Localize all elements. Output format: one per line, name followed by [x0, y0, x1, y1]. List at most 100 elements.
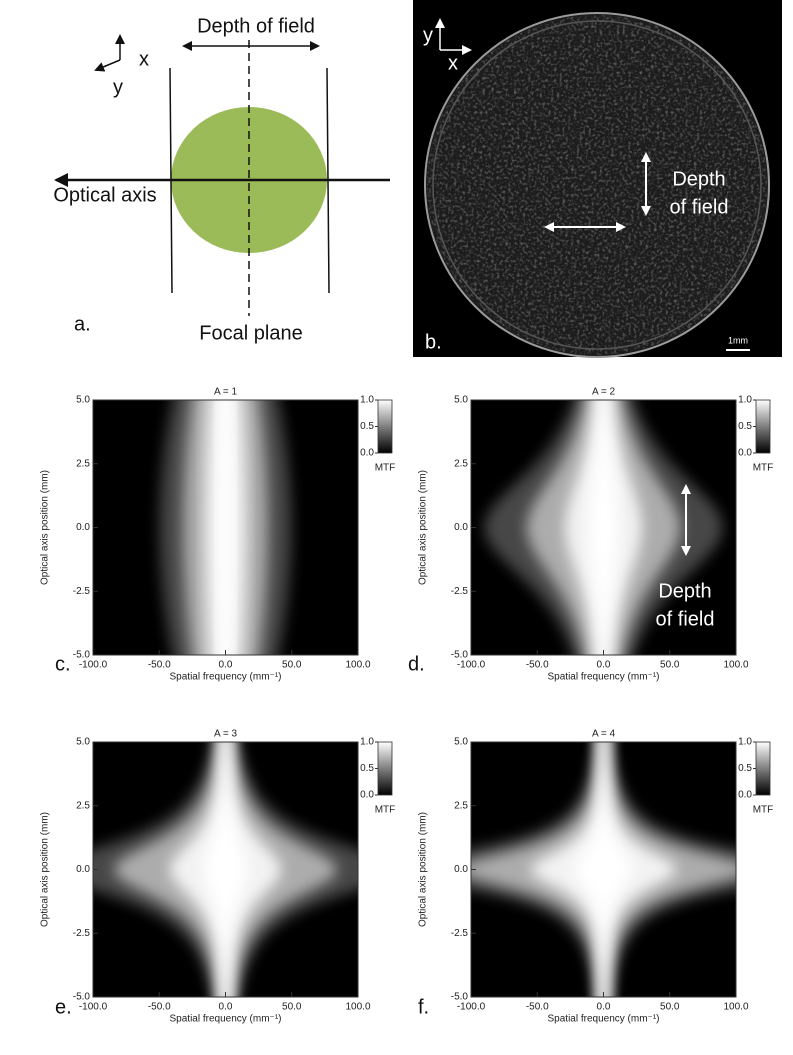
mtf-panel: A = 4 -100.0 -50.0 0.0 50.0 100.0 -5.0 -2.5 0.0 2… [418, 729, 774, 1025]
y-tick-label: -2.5 [451, 586, 469, 597]
depth-label: Depth of field [197, 15, 315, 37]
mtf-band [588, 400, 619, 655]
panel-label: c. [55, 653, 71, 675]
panel-label: f. [418, 996, 429, 1018]
x-tick-label: 100.0 [723, 660, 748, 671]
mtf-band [574, 742, 633, 997]
y-tick-label: 2.5 [76, 458, 90, 469]
x-tick-label: -100.0 [457, 660, 486, 671]
depth-label: of field [656, 608, 715, 630]
optical-axis-label: Optical axis [53, 184, 156, 206]
rim [432, 20, 762, 350]
x-axis-label: Spatial frequency (mm⁻¹) [548, 672, 660, 683]
colorbar [755, 741, 771, 796]
x-tick-label: 0.0 [597, 1002, 611, 1013]
y-axis-label: Optical axis position (mm) [40, 470, 51, 585]
y-tick-label: -5.0 [73, 650, 91, 661]
colorbar-tick-label: 1.0 [360, 737, 374, 748]
colorbar-tick-label: 0.5 [360, 421, 374, 432]
axis-y: y [423, 24, 433, 46]
colorbar-tick-label: 0.0 [738, 448, 752, 459]
x-tick-label: -50.0 [526, 660, 549, 671]
x-tick-label: 50.0 [282, 1002, 302, 1013]
mtf-map [484, 400, 723, 655]
y-tick-label: 5.0 [454, 737, 468, 748]
colorbar [377, 399, 393, 454]
depth-label: of field [670, 196, 729, 218]
colorbar-tick-label: 0.5 [738, 421, 752, 432]
mtf-panel: A = 1 -100.0 -50.0 0.0 50.0 100.0 -5.0 -2.5 0.0 2… [40, 387, 396, 683]
panel-label: e. [55, 996, 72, 1018]
colorbar-tick-label: 0.5 [738, 763, 752, 774]
colorbar-tick-label: 0.5 [360, 763, 374, 774]
panel-label: d. [408, 653, 425, 675]
colorbar-tick-label: 0.0 [360, 790, 374, 801]
x-tick-label: 50.0 [660, 1002, 680, 1013]
y-axis-label: Optical axis position (mm) [418, 470, 429, 585]
x-tick-label: -50.0 [526, 1002, 549, 1013]
y-tick-label: 2.5 [454, 800, 468, 811]
x-tick-label: 0.0 [219, 1002, 233, 1013]
x-tick-label: -50.0 [148, 1002, 171, 1013]
colorbar-tick-label: 0.0 [738, 790, 752, 801]
panel-label: a. [74, 313, 91, 335]
mtf-map [93, 742, 358, 997]
scale-label: 1mm [728, 335, 748, 345]
axis-y: y [113, 76, 123, 98]
focal-plane-label: Focal plane [199, 322, 302, 344]
axis-x: x [139, 48, 149, 70]
texture [427, 15, 767, 355]
y-tick-label: 0.0 [454, 522, 468, 533]
plot-title: A = 1 [214, 387, 238, 398]
y-tick-label: 5.0 [454, 395, 468, 406]
axis-arrow [94, 59, 121, 72]
panel-b: y x Depth of field 1mm b. [413, 0, 782, 358]
colorbar-label: MTF [753, 463, 774, 474]
y-axis-label: Optical axis position (mm) [418, 812, 429, 927]
plot-title: A = 2 [592, 387, 616, 398]
y-tick-label: 0.0 [76, 864, 90, 875]
mtf-map [159, 400, 292, 655]
y-tick-label: 2.5 [76, 800, 90, 811]
axis-x: x [448, 52, 458, 74]
colorbar-tick-label: 1.0 [360, 395, 374, 406]
x-tick-label: -100.0 [79, 660, 108, 671]
x-axis-label: Spatial frequency (mm⁻¹) [548, 1014, 660, 1025]
depth-label: Depth [672, 168, 725, 190]
plot-title: A = 3 [214, 729, 238, 740]
y-tick-label: 0.0 [454, 864, 468, 875]
colorbar-label: MTF [375, 805, 396, 816]
y-tick-label: -5.0 [451, 992, 469, 1003]
x-tick-label: 50.0 [282, 660, 302, 671]
plot-title: A = 4 [592, 729, 616, 740]
x-tick-label: 100.0 [345, 660, 370, 671]
colorbar-label: MTF [375, 463, 396, 474]
x-tick-label: 100.0 [345, 1002, 370, 1013]
mtf-map [471, 742, 736, 997]
mtf-panel: A = 2 -100.0 -50.0 0.0 50.0 100.0 -5.0 -2.5 0.0 2… [408, 387, 773, 683]
x-tick-label: 0.0 [219, 660, 233, 671]
x-tick-label: 0.0 [597, 660, 611, 671]
mtf-band [203, 742, 248, 997]
y-tick-label: -2.5 [73, 586, 91, 597]
colorbar-tick-label: 0.0 [360, 448, 374, 459]
mtf-panel: A = 3 -100.0 -50.0 0.0 50.0 100.0 -5.0 -2.5 0.0 2… [40, 729, 396, 1025]
y-tick-label: 2.5 [454, 458, 468, 469]
y-tick-label: 0.0 [76, 522, 90, 533]
x-tick-label: -100.0 [457, 1002, 486, 1013]
y-tick-label: -2.5 [451, 928, 469, 939]
y-tick-label: -5.0 [451, 650, 469, 661]
x-axis-label: Spatial frequency (mm⁻¹) [170, 672, 282, 683]
x-tick-label: 50.0 [660, 660, 680, 671]
colorbar [755, 399, 771, 454]
colorbar-tick-label: 1.0 [738, 737, 752, 748]
panel-a: x y Depth of field Optical axis Focal pl… [53, 15, 390, 344]
y-tick-label: -5.0 [73, 992, 91, 1003]
colorbar-tick-label: 1.0 [738, 395, 752, 406]
x-tick-label: -50.0 [148, 660, 171, 671]
panel-label: b. [425, 331, 442, 353]
colorbar-label: MTF [753, 805, 774, 816]
x-tick-label: -100.0 [79, 1002, 108, 1013]
